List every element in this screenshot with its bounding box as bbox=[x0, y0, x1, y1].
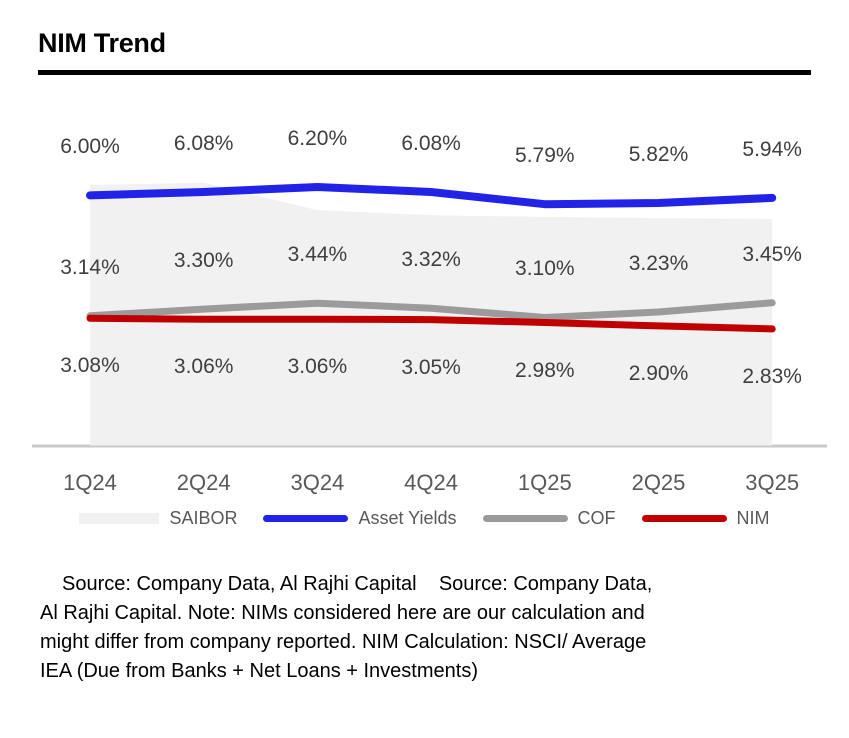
value-label-cof-2Q25: 3.23% bbox=[628, 252, 689, 276]
area-saibor bbox=[90, 182, 773, 446]
x-axis-label-2Q24: 2Q24 bbox=[176, 470, 231, 495]
x-axis-label-3Q24: 3Q24 bbox=[290, 470, 345, 495]
line-cof bbox=[86, 299, 776, 321]
value-label-asset-yields-1Q25: 5.79% bbox=[515, 144, 575, 168]
value-label-cof-3Q24: 3.44% bbox=[287, 243, 348, 267]
value-label-cof-1Q25: 3.10% bbox=[515, 257, 575, 281]
value-label-cof-1Q24: 3.14% bbox=[60, 255, 120, 279]
chart-title: NIM Trend bbox=[38, 28, 166, 58]
legend-item-saibor: SAIBOR bbox=[79, 507, 237, 529]
legend-label-cof: COF bbox=[577, 508, 616, 528]
value-label-nim-3Q24: 3.06% bbox=[287, 355, 348, 379]
value-label-nim-2Q24: 3.06% bbox=[173, 355, 234, 379]
value-label-nim-1Q24: 3.08% bbox=[60, 354, 120, 378]
source-text-line: Al Rajhi Capital. Note: NIMs considered … bbox=[40, 602, 645, 624]
chart-legend: SAIBOR Asset Yields COF NIM bbox=[0, 507, 849, 529]
value-label-asset-yields-2Q24: 6.08% bbox=[173, 132, 234, 156]
value-label-cof-2Q24: 3.30% bbox=[173, 249, 234, 273]
legend-swatch-nim bbox=[641, 514, 727, 522]
x-axis-label-1Q25: 1Q25 bbox=[517, 470, 572, 495]
value-label-cof-3Q25: 3.45% bbox=[742, 242, 802, 266]
line-asset-yields bbox=[86, 183, 777, 209]
source-text-line: Source: Company Data, Al Rajhi Capital S… bbox=[62, 573, 653, 595]
value-label-cof-4Q24: 3.32% bbox=[401, 248, 461, 272]
value-label-asset-yields-3Q25: 5.94% bbox=[742, 137, 802, 161]
x-axis-label-1Q24: 1Q24 bbox=[63, 470, 117, 495]
legend-item-asset-yields: Asset Yields bbox=[263, 507, 457, 529]
source-note: Source: Company Data, Al Rajhi Capital S… bbox=[40, 570, 812, 686]
value-label-nim-4Q24: 3.05% bbox=[401, 355, 461, 379]
value-label-nim-3Q25: 2.83% bbox=[742, 364, 802, 388]
value-label-asset-yields-1Q24: 6.00% bbox=[60, 135, 120, 159]
value-label-nim-2Q25: 2.90% bbox=[628, 361, 689, 385]
legend-label-saibor: SAIBOR bbox=[169, 508, 238, 528]
x-axis-label-2Q25: 2Q25 bbox=[631, 470, 686, 495]
legend-item-nim: NIM bbox=[641, 507, 770, 529]
legend-item-cof: COF bbox=[482, 507, 616, 529]
value-label-asset-yields-4Q24: 6.08% bbox=[401, 132, 461, 156]
value-label-asset-yields-3Q24: 6.20% bbox=[287, 126, 348, 150]
source-text-line: IEA (Due from Banks + Net Loans + Invest… bbox=[40, 660, 478, 682]
legend-swatch-cof bbox=[482, 514, 568, 522]
value-label-asset-yields-2Q25: 5.82% bbox=[628, 142, 689, 166]
legend-label-asset-yields: Asset Yields bbox=[358, 508, 457, 528]
legend-swatch-asset-yields bbox=[263, 514, 349, 522]
value-label-nim-1Q25: 2.98% bbox=[515, 358, 575, 382]
source-text-line: might differ from company reported. NIM … bbox=[40, 631, 647, 653]
legend-label-nim: NIM bbox=[736, 508, 770, 528]
legend-swatch-saibor bbox=[79, 512, 160, 524]
x-axis-label-4Q24: 4Q24 bbox=[404, 470, 458, 495]
x-axis-label-3Q25: 3Q25 bbox=[745, 470, 800, 495]
title-underline bbox=[38, 70, 811, 75]
line-nim bbox=[86, 314, 776, 333]
